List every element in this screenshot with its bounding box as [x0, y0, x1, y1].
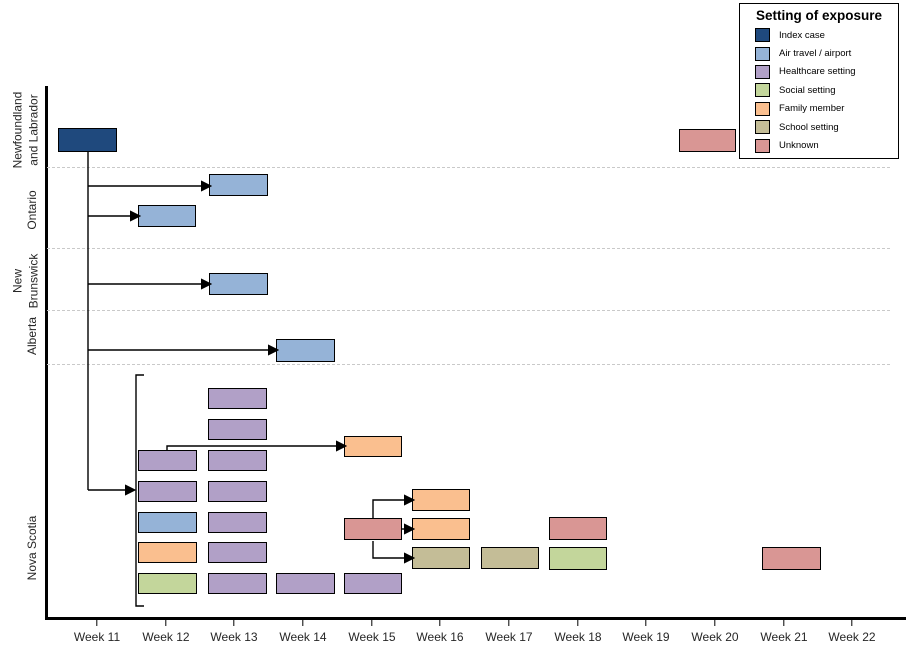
- x-axis-label-week-11: Week 11: [73, 630, 121, 644]
- x-axis-tick-week-17: [508, 619, 510, 626]
- y-axis-label-newfoundland-and-labrador: Newfoundland and Labrador: [10, 91, 40, 169]
- case-box-nova-scotia-week21-unknown: [762, 547, 821, 570]
- x-axis-label-week-12: Week 12: [142, 630, 190, 644]
- case-box-nova-scotia-week12-family: [138, 542, 197, 563]
- case-box-nova-scotia-week15-healthcare: [344, 573, 402, 594]
- y-axis-label-new-brunswick: New Brunswick: [10, 253, 40, 309]
- legend-swatch-school: [755, 120, 770, 135]
- case-box-new-brunswick-week13-air: [209, 273, 268, 295]
- legend-item-label: School setting: [779, 121, 839, 133]
- legend-item-index: Index case: [740, 26, 898, 44]
- connector-ns-unknown-to-family-upper: [372, 494, 416, 518]
- x-axis-tick-week-15: [371, 619, 373, 626]
- case-box-nova-scotia-week13-healthcare: [208, 573, 267, 594]
- x-axis-label-week-16: Week 16: [416, 630, 464, 644]
- x-axis-label-week-19: Week 19: [622, 630, 670, 644]
- row-separator: [47, 248, 890, 249]
- case-box-nova-scotia-week12-social: [138, 573, 197, 594]
- case-box-nova-scotia-week13-healthcare: [208, 481, 267, 502]
- legend-item-social: Social setting: [740, 81, 898, 99]
- x-axis-label-week-13: Week 13: [210, 630, 258, 644]
- case-box-nova-scotia-week12-healthcare: [138, 481, 197, 502]
- x-axis-label-week-22: Week 22: [828, 630, 876, 644]
- legend-item-label: Index case: [779, 29, 825, 41]
- legend-title: Setting of exposure: [755, 8, 882, 23]
- legend: Setting of exposure Index case Air travel…: [739, 3, 899, 159]
- legend-item-unknown: Unknown: [740, 136, 898, 154]
- x-axis-label-week-18: Week 18: [554, 630, 602, 644]
- case-box-nova-scotia-week17-school: [481, 547, 539, 569]
- case-box-nova-scotia-week15-unknown: [344, 518, 402, 540]
- x-axis-label-week-15: Week 15: [348, 630, 396, 644]
- row-separator: [47, 310, 890, 311]
- case-box-nova-scotia-week18-unknown: [549, 517, 607, 540]
- y-axis-line: [45, 86, 48, 619]
- y-axis-label-alberta: Alberta: [25, 316, 40, 356]
- case-box-nova-scotia-week13-healthcare: [208, 512, 267, 533]
- x-axis-tick-week-11: [96, 619, 98, 626]
- x-axis-tick-week-14: [302, 619, 304, 626]
- legend-swatch-social: [755, 83, 770, 98]
- x-axis-label-week-14: Week 14: [279, 630, 327, 644]
- case-box-nova-scotia-week18-social: [549, 547, 607, 570]
- x-axis-tick-week-20: [714, 619, 716, 626]
- case-box-newfoundland-and-labrador-week20-unknown: [679, 129, 736, 152]
- legend-item-label: Family member: [779, 103, 845, 115]
- case-box-nova-scotia-week13-healthcare: [208, 388, 267, 409]
- x-axis-tick-week-13: [233, 619, 235, 626]
- y-axis-label-ontario: Ontario: [25, 190, 40, 230]
- case-box-nova-scotia-week12-healthcare: [138, 450, 197, 471]
- x-axis-label-week-21: Week 21: [760, 630, 808, 644]
- legend-swatch-family: [755, 101, 770, 116]
- case-box-nova-scotia-week16-school: [412, 547, 470, 569]
- x-axis-tick-week-12: [165, 619, 167, 626]
- case-box-nova-scotia-week13-healthcare: [208, 542, 267, 563]
- case-box-nova-scotia-week14-healthcare: [276, 573, 335, 594]
- legend-swatch-unknown: [755, 138, 770, 153]
- case-box-nova-scotia-week13-healthcare: [208, 419, 267, 440]
- x-axis-label-week-20: Week 20: [691, 630, 739, 644]
- case-box-nova-scotia-week16-family: [412, 518, 470, 540]
- case-box-nova-scotia-week13-healthcare: [208, 450, 267, 471]
- legend-item-label: Social setting: [779, 84, 836, 96]
- row-separator: [47, 364, 890, 365]
- case-box-alberta-week14-air: [276, 339, 335, 362]
- legend-item-label: Healthcare setting: [779, 66, 856, 78]
- legend-item-school: School setting: [740, 118, 898, 136]
- x-axis-tick-week-21: [783, 619, 785, 626]
- x-axis-tick-week-16: [439, 619, 441, 626]
- case-box-ontario-week13-air: [209, 174, 268, 196]
- case-box-nova-scotia-week15-family: [344, 436, 402, 457]
- x-axis-tick-week-18: [577, 619, 579, 626]
- case-box-nova-scotia-week12-air: [138, 512, 197, 533]
- row-separator: [47, 167, 890, 168]
- legend-item-healthcare: Healthcare setting: [740, 63, 898, 81]
- case-box-ontario-week12-air: [138, 205, 196, 227]
- legend-item-label: Air travel / airport: [779, 48, 852, 60]
- case-box-nova-scotia-week16-family: [412, 489, 470, 511]
- connector-ns-unknown-to-school: [372, 541, 416, 564]
- legend-item-label: Unknown: [779, 140, 819, 152]
- case-box-newfoundland-and-labrador-week11-index: [58, 128, 117, 152]
- legend-swatch-index: [755, 28, 770, 43]
- x-axis-tick-week-22: [851, 619, 853, 626]
- legend-item-air: Air travel / airport: [740, 44, 898, 62]
- x-axis-line: [45, 617, 906, 620]
- y-axis-label-nova-scotia: Nova Scotia: [25, 515, 40, 581]
- legend-item-family: Family member: [740, 100, 898, 118]
- x-axis-label-week-17: Week 17: [485, 630, 533, 644]
- legend-swatch-air: [755, 46, 770, 61]
- x-axis-tick-week-19: [645, 619, 647, 626]
- legend-items: Index case Air travel / airport Healthcare…: [740, 26, 898, 155]
- legend-swatch-healthcare: [755, 64, 770, 79]
